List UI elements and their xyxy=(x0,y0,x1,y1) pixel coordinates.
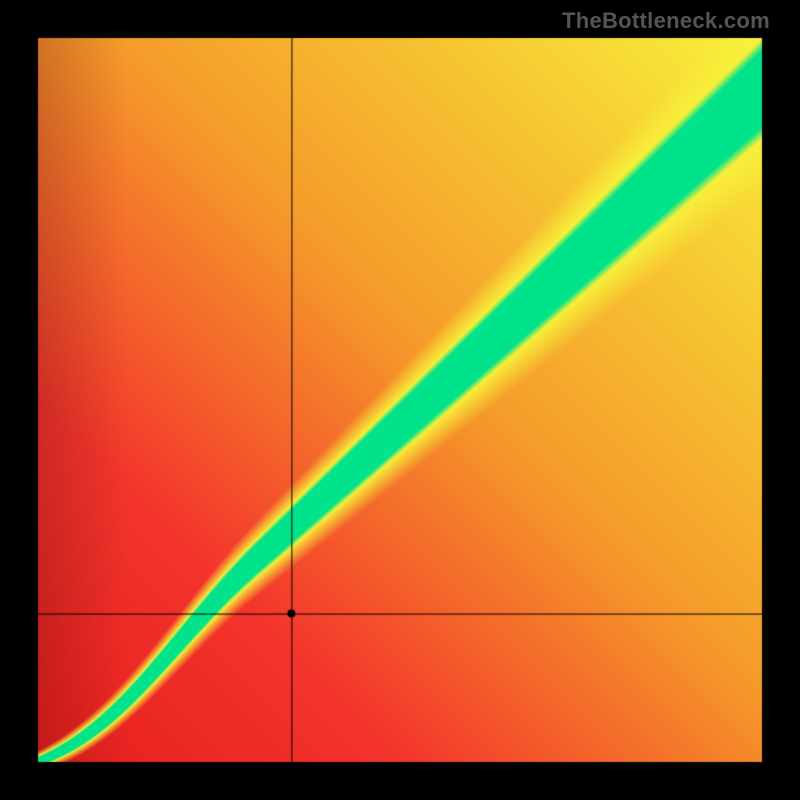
heatmap-canvas xyxy=(0,0,800,800)
watermark-text: TheBottleneck.com xyxy=(562,8,770,34)
chart-container: TheBottleneck.com xyxy=(0,0,800,800)
